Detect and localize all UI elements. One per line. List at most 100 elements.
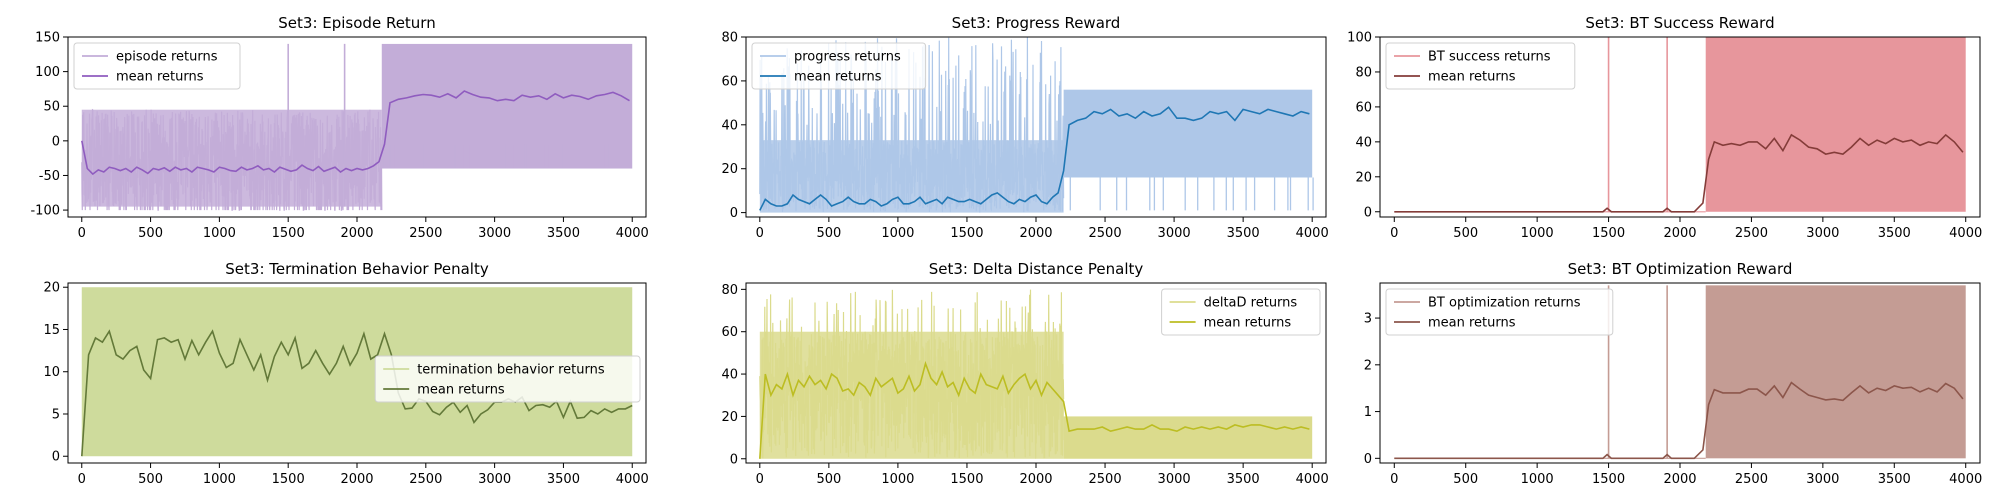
y-tick-label: 40 [1355, 135, 1372, 150]
legend-label: BT optimization returns [1428, 296, 1581, 311]
subplot-2: 0 500 1000 1500 2000 2500 3000 3500 4000 0 20 40 60 8… [721, 14, 1328, 241]
plot-area [81, 43, 633, 211]
y-tick-label: 60 [1355, 100, 1372, 115]
x-tick-label: 2000 [340, 226, 373, 241]
x-tick-label: 3500 [1878, 226, 1911, 241]
y-tick-label: 150 [35, 31, 60, 46]
x-tick-label: 500 [816, 226, 841, 241]
x-tick-label: 0 [756, 226, 764, 241]
x-tick-label: 3000 [478, 226, 511, 241]
x-tick-label: 4000 [1949, 472, 1982, 487]
legend-box [1385, 42, 1576, 90]
raw-returns-phase1-band [759, 331, 1064, 459]
legend-label: BT success returns [1428, 50, 1551, 65]
legend: BT success returns mean returns [1385, 42, 1576, 90]
chart-title: Set3: BT Success Reward [1585, 14, 1774, 32]
x-tick-label: 4000 [616, 226, 649, 241]
plot-area [759, 289, 1313, 459]
y-tick-label: -50 [39, 169, 60, 184]
chart-title: Set3: Episode Return [278, 14, 435, 32]
x-tick-label: 2500 [1735, 226, 1768, 241]
x-tick-label: 3500 [547, 226, 580, 241]
x-tick-label: 3000 [1806, 472, 1839, 487]
y-tick-label: 0 [1364, 205, 1372, 220]
x-tick-label: 1500 [1592, 226, 1625, 241]
legend: deltaD returns mean returns [1161, 288, 1321, 336]
x-tick-label: 2500 [1735, 472, 1768, 487]
y-tick-label: 0 [1364, 452, 1372, 467]
y-tick-label: 5 [52, 407, 60, 422]
raw-returns-series [1394, 285, 1966, 459]
x-tick-label: 3500 [1227, 226, 1260, 241]
legend-box [1161, 288, 1321, 336]
x-tick-label: 3500 [1878, 472, 1911, 487]
legend-label: mean returns [417, 383, 505, 398]
x-tick-label: 2500 [409, 226, 442, 241]
legend-label: mean returns [1428, 316, 1516, 331]
mean-returns-line [1394, 133, 1964, 213]
y-tick-label: -100 [30, 204, 60, 219]
y-tick-label: 0 [52, 450, 60, 465]
legend-box [751, 42, 927, 90]
subplot-5: 0 500 1000 1500 2000 2500 3000 3500 4000 0 20 40 60 8… [721, 260, 1328, 487]
y-tick-label: 20 [1355, 170, 1372, 185]
y-tick-label: 10 [43, 365, 60, 380]
x-tick-label: 0 [78, 472, 86, 487]
legend-label: deltaD returns [1204, 296, 1298, 311]
plot-area [1394, 37, 1966, 213]
y-tick-label: 80 [1355, 65, 1372, 80]
x-tick-label: 2000 [1663, 472, 1696, 487]
x-tick-label: 1000 [203, 226, 236, 241]
legend-label: mean returns [116, 70, 204, 85]
raw-returns-phase2-band [1063, 89, 1313, 178]
raw-returns-phase2-band [1063, 416, 1313, 459]
y-tick-label: 20 [721, 162, 738, 177]
raw-returns-phase1-band [81, 109, 382, 207]
chart-title: Set3: Progress Reward [952, 14, 1121, 32]
mean-returns-line [1394, 381, 1964, 460]
x-tick-label: 3500 [1227, 472, 1260, 487]
x-tick-label: 3500 [547, 472, 580, 487]
x-tick-label: 1500 [1592, 472, 1625, 487]
chart-title: Set3: BT Optimization Reward [1568, 260, 1793, 278]
legend-label: mean returns [1428, 70, 1516, 85]
x-tick-label: 1000 [203, 472, 236, 487]
x-tick-label: 1500 [950, 226, 983, 241]
y-tick-label: 3 [1364, 312, 1372, 327]
raw-returns-series [1394, 37, 1966, 213]
x-tick-label: 500 [138, 472, 163, 487]
raw-returns-dropouts [381, 144, 609, 169]
subplot-3: 0 500 1000 1500 2000 2500 3000 3500 4000 0 20 40 60 8… [1347, 14, 1982, 241]
y-tick-label: 0 [52, 134, 60, 149]
y-tick-label: 80 [721, 31, 738, 46]
y-tick-label: 2 [1364, 358, 1372, 373]
x-tick-label: 4000 [1296, 226, 1329, 241]
x-tick-label: 4000 [616, 472, 649, 487]
mean-returns-line [81, 90, 630, 176]
legend-label: mean returns [1204, 316, 1292, 331]
x-tick-label: 0 [78, 226, 86, 241]
raw-returns-series [759, 37, 1314, 213]
x-tick-label: 0 [1390, 472, 1398, 487]
y-tick-label: 40 [721, 118, 738, 133]
y-tick-label: 0 [730, 452, 738, 467]
y-tick-label: 1 [1364, 405, 1372, 420]
mean-returns-line [81, 329, 633, 457]
x-tick-label: 3000 [1158, 472, 1191, 487]
x-tick-label: 3000 [1158, 226, 1191, 241]
plot-area [759, 37, 1314, 213]
y-tick-label: 60 [721, 74, 738, 89]
x-tick-label: 2000 [340, 472, 373, 487]
legend-box [1385, 288, 1614, 336]
y-tick-label: 40 [721, 368, 738, 383]
x-tick-label: 0 [1390, 226, 1398, 241]
legend-label: progress returns [794, 50, 901, 65]
legend-label: episode returns [116, 50, 218, 65]
subplot-1: 0 500 1000 1500 2000 2500 3000 3500 4000 -100 -50 0… [30, 14, 648, 241]
y-tick-label: 50 [43, 100, 60, 115]
raw-returns-phase2-band [381, 43, 633, 169]
subplot-4: 0 500 1000 1500 2000 2500 3000 3500 4000 0 5 10 15 20… [43, 260, 648, 487]
x-tick-label: 1500 [950, 472, 983, 487]
mean-returns-line [759, 106, 1310, 211]
